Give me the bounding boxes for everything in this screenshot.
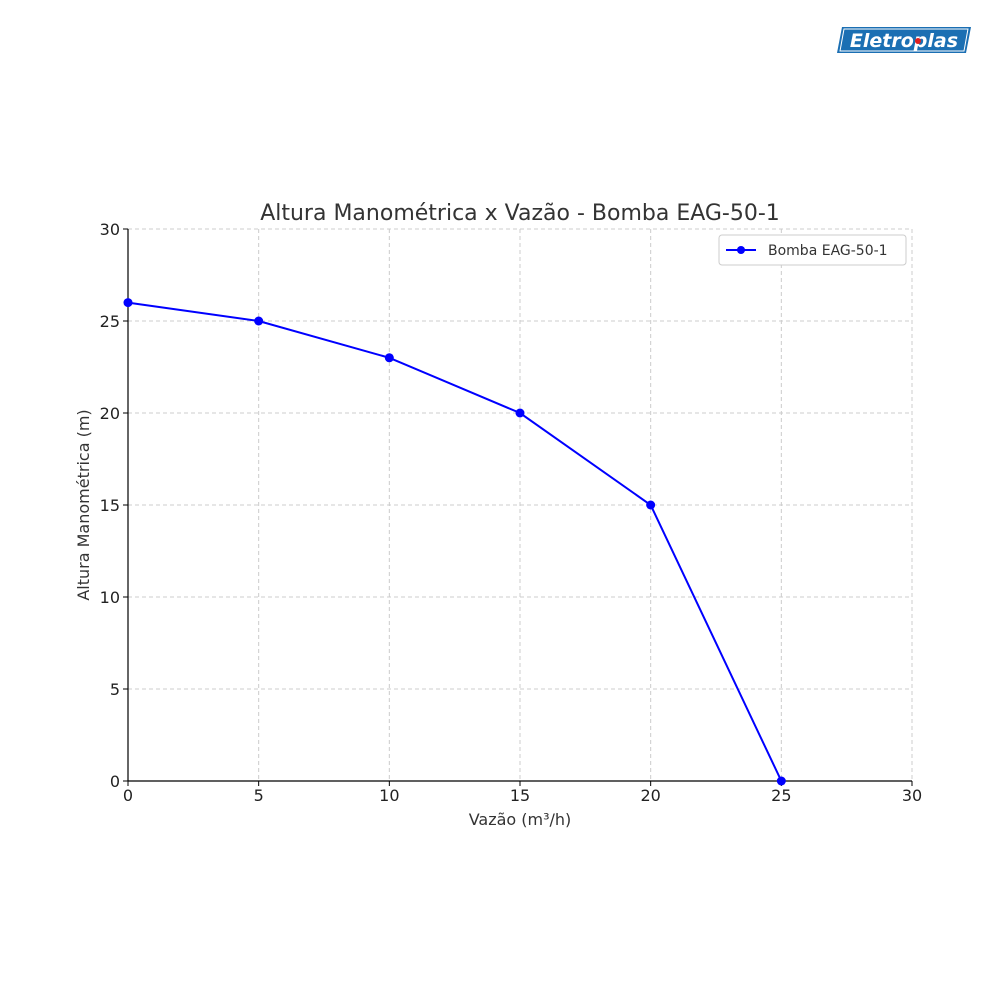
- eletroplas-logo: Eletroplas: [836, 26, 972, 54]
- x-tick-label: 0: [123, 786, 133, 805]
- y-axis-label: Altura Manométrica (m): [74, 409, 93, 600]
- series-line: [127, 301, 783, 782]
- data-point: [384, 353, 394, 363]
- data-point: [123, 298, 133, 308]
- data-point: [776, 776, 786, 786]
- y-tick-label: 30: [100, 220, 120, 239]
- x-tick-label: 20: [640, 786, 660, 805]
- svg-text:Eletroplas: Eletroplas: [850, 30, 958, 52]
- legend: Bomba EAG-50-1: [718, 234, 907, 266]
- tick-labels: 0 5 10 15 20 25 30 0 5 10 15 20 25 30: [100, 220, 923, 805]
- data-point: [646, 500, 656, 510]
- x-tick-label: 15: [510, 786, 530, 805]
- chart-title: Altura Manométrica x Vazão - Bomba EAG-5…: [260, 201, 780, 226]
- y-tick-label: 0: [110, 772, 120, 791]
- x-tick-label: 25: [771, 786, 791, 805]
- grid: [127, 228, 913, 782]
- series-layer: [123, 298, 786, 786]
- x-axis-label: Vazão (m³/h): [469, 810, 572, 829]
- x-tick-label: 30: [902, 786, 922, 805]
- axes: [123, 228, 913, 786]
- y-tick-label: 20: [100, 404, 120, 423]
- data-point: [254, 316, 264, 326]
- legend-marker-swatch: [737, 246, 745, 254]
- y-tick-label: 10: [100, 588, 120, 607]
- y-tick-label: 15: [100, 496, 120, 515]
- x-tick-label: 5: [254, 786, 264, 805]
- data-point: [515, 408, 525, 418]
- y-tick-label: 25: [100, 312, 120, 331]
- legend-label: Bomba EAG-50-1: [768, 243, 888, 259]
- legend-box: [718, 234, 907, 266]
- y-tick-label: 5: [110, 680, 120, 699]
- x-tick-label: 10: [379, 786, 399, 805]
